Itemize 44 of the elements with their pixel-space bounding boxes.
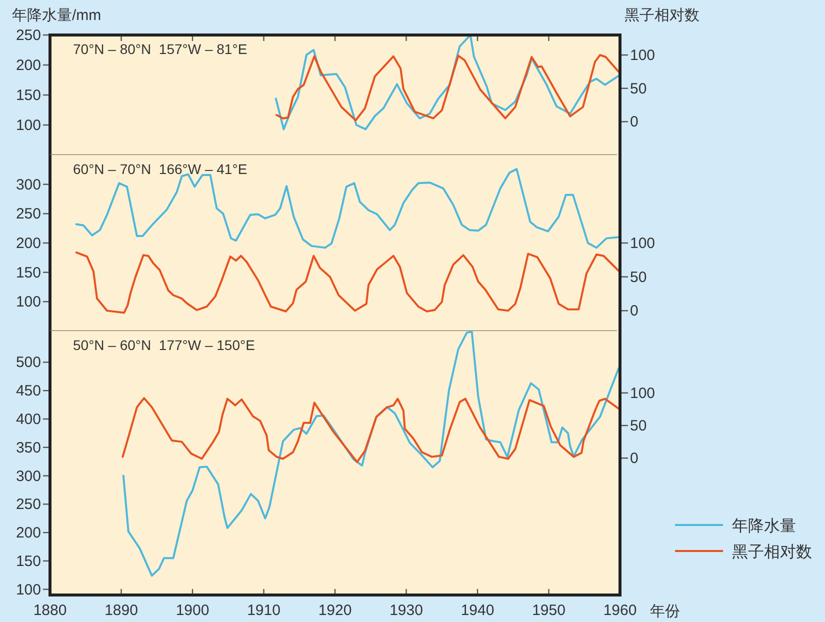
y2-tick-label: 100 bbox=[630, 384, 656, 402]
y2-tick-label: 50 bbox=[630, 80, 647, 98]
y-tick-label: 450 bbox=[16, 382, 41, 400]
y-tick-label: 150 bbox=[16, 552, 41, 570]
y-tick-label: 100 bbox=[16, 294, 41, 311]
y-tick-label: 500 bbox=[16, 354, 41, 372]
y2-tick-label: 100 bbox=[630, 235, 656, 252]
x-tick-label: 1900 bbox=[176, 602, 210, 619]
y-tick-label: 350 bbox=[16, 439, 41, 456]
y-tick-label: 250 bbox=[16, 27, 41, 44]
y2-tick-label: 0 bbox=[630, 302, 638, 320]
legend-label: 黑子相对数 bbox=[732, 543, 812, 561]
y2-tick-label: 50 bbox=[630, 418, 647, 435]
x-tick-label: 1910 bbox=[247, 602, 280, 619]
y-axis-title: 年降水量/mm bbox=[12, 7, 102, 24]
legend-label: 年降水量 bbox=[732, 517, 796, 535]
text: 50°N – 60°N 177°W – 150°E bbox=[73, 337, 255, 353]
y2-tick-label: 50 bbox=[630, 268, 647, 286]
y-tick-label: 150 bbox=[16, 87, 41, 104]
y-tick-label: 100 bbox=[16, 581, 41, 598]
chart-title: 60°N – 70°N 166°W – 41°E bbox=[73, 161, 248, 177]
y-tick-label: 300 bbox=[16, 468, 41, 485]
chart-title: 70°N – 80°N 157°W – 81°E bbox=[73, 41, 248, 57]
x-tick-label: 1880 bbox=[33, 602, 67, 619]
y-tick-label: 100 bbox=[16, 117, 41, 134]
y-tick-label: 200 bbox=[16, 235, 41, 252]
x-tick-label: 1960 bbox=[603, 602, 637, 619]
y2-tick-label: 0 bbox=[630, 450, 638, 468]
x-tick-label: 1930 bbox=[390, 602, 423, 619]
y-tick-label: 300 bbox=[16, 176, 41, 194]
y2-tick-label: 0 bbox=[630, 114, 638, 131]
x-tick-label: 1940 bbox=[460, 602, 494, 619]
y-tick-label: 250 bbox=[16, 206, 41, 223]
y2-tick-label: 100 bbox=[630, 47, 656, 64]
x-tick-label: 1950 bbox=[532, 602, 566, 619]
x-axis-title: 年份 bbox=[650, 603, 680, 620]
y-tick-label: 250 bbox=[16, 496, 41, 514]
y-tick-label: 150 bbox=[16, 264, 41, 282]
y2-axis-title: 黑子相对数 bbox=[624, 7, 700, 24]
y-tick-label: 200 bbox=[16, 57, 41, 74]
y-tick-label: 400 bbox=[16, 411, 41, 428]
x-tick-label: 1920 bbox=[318, 602, 352, 619]
x-tick-label: 1890 bbox=[104, 602, 138, 619]
y-tick-label: 200 bbox=[16, 524, 41, 542]
